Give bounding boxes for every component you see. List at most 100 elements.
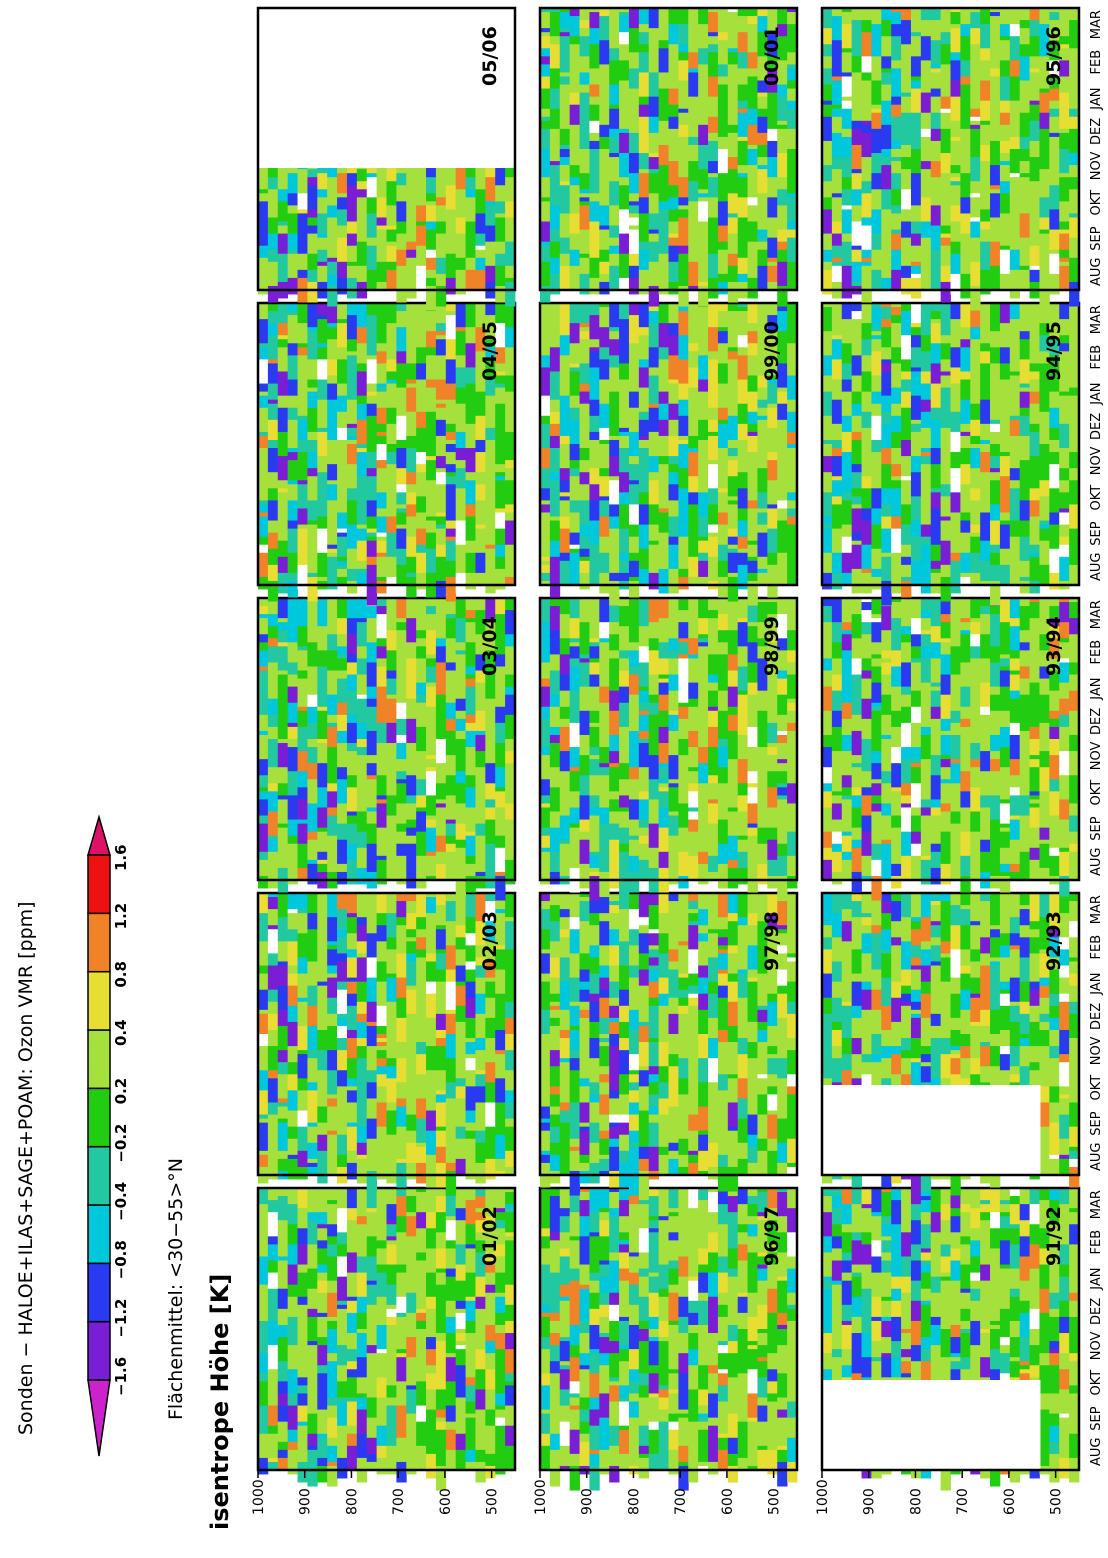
heatmap-cell [678,1397,689,1410]
heatmap-cell [579,1212,590,1217]
heatmap-cell [396,917,407,926]
heatmap-cell [267,399,279,405]
heatmap-cell [267,177,279,190]
heatmap-cell [366,863,378,873]
heatmap-cell [698,694,709,708]
heatmap-cell [698,540,709,554]
heatmap-cell [579,710,590,736]
heatmap-cell [638,1066,650,1071]
heatmap-cell [327,973,338,978]
heatmap-cell [416,634,427,639]
heatmap-cell [648,379,660,384]
heatmap-cell [717,343,729,364]
heatmap-cell [708,598,719,611]
heatmap-cell [599,427,610,441]
heatmap-cell [495,375,506,384]
heatmap-cell [599,997,610,1019]
heatmap-cell [727,576,739,602]
heatmap-cell [668,634,679,639]
heatmap-cell [569,1324,580,1346]
heatmap-cell [668,1106,679,1119]
heatmap-cell [495,1118,506,1132]
heatmap-cell [277,1337,289,1342]
heatmap-cell [628,839,640,857]
heatmap-cell [648,1146,660,1172]
heatmap-cell [485,225,496,243]
heatmap-cell [258,1405,269,1414]
heatmap-cell [287,933,298,942]
heatmap-cell [569,92,580,106]
heatmap-cell [619,827,630,845]
heatmap-cell [445,739,457,756]
heatmap-cell [619,909,630,918]
heatmap-cell [638,714,650,732]
heatmap-cell [505,949,516,970]
heatmap-cell [337,564,348,570]
heatmap-cell [297,893,308,910]
heatmap-cell [337,1381,348,1398]
heatmap-cell [435,456,447,469]
heatmap-cell [787,662,798,675]
heatmap-cell [475,1308,486,1318]
heatmap-cell [386,839,397,853]
heatmap-cell [475,1349,486,1370]
heatmap-cell [737,734,748,760]
heatmap-cell [559,8,571,13]
heatmap-cell [356,265,368,283]
heatmap-cell [737,407,748,425]
heatmap-cell [416,751,427,776]
heatmap-cell [638,835,650,845]
season-panel: 02/03 [256,891,517,1196]
heatmap-cell [327,1329,338,1354]
heatmap-cell [435,335,447,340]
heatmap-cell [386,1324,397,1334]
heatmap-cell [717,331,729,344]
heatmap-cell [258,468,269,493]
heatmap-cell [416,472,427,485]
heatmap-cell [258,1413,269,1435]
heatmap-cell [579,1409,590,1423]
heatmap-cell [445,245,457,255]
heatmap-cell [609,811,620,824]
heatmap-cell [465,674,476,679]
heatmap-cell [698,307,709,332]
heatmap-cell [678,726,689,740]
heatmap-cell [366,662,378,688]
heatmap-cell [648,755,660,780]
heatmap-cell [787,674,798,700]
heatmap-cell [787,1166,798,1180]
heatmap-cell [495,556,506,570]
heatmap-cell [475,1296,486,1310]
heatmap-cell [386,423,397,445]
heatmap-cell [416,265,427,291]
heatmap-cell [337,670,348,679]
heatmap-cell [638,411,650,421]
heatmap-cell [638,969,650,987]
heatmap-cell [638,1042,650,1067]
heatmap-cell [258,670,269,696]
heatmap-cell [475,654,486,671]
heatmap-cell [337,1425,348,1443]
heatmap-cell [579,1126,590,1132]
heatmap-cell [277,622,289,631]
heatmap-cell [727,893,739,914]
heatmap-cell [628,1284,640,1306]
heatmap-cell [307,524,318,534]
heatmap-cell [638,1268,650,1278]
heatmap-cell [475,734,486,752]
heatmap-cell [376,1058,387,1067]
heatmap-cell [267,1114,279,1132]
heatmap-cell [327,1417,338,1439]
heatmap-cell [376,1320,387,1326]
heatmap-cell [337,1017,348,1027]
heatmap-cell [297,702,308,708]
heatmap-cell [628,1381,640,1394]
heatmap-cell [787,722,798,728]
heatmap-cell [426,819,437,829]
heatmap-cell [297,1461,308,1483]
heatmap-cell [495,893,506,910]
heatmap-cell [307,929,318,950]
heatmap-cell [747,803,758,824]
heatmap-cell [559,1110,571,1124]
heatmap-cell [777,638,788,651]
